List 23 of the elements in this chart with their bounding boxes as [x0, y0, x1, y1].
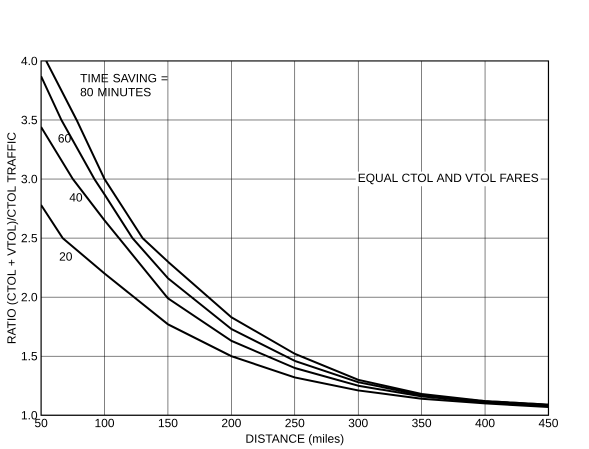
series-label: 40: [70, 193, 82, 202]
series-label: 60: [58, 134, 71, 142]
x-tick-label: 450: [538, 418, 558, 428]
x-tick-label: 300: [348, 418, 368, 428]
y-tick-label: 2.0: [22, 292, 38, 302]
y-tick-label: 3.0: [21, 174, 38, 184]
y-tick-label: 1.0: [22, 410, 38, 420]
series-label: TIME SAVING = 80 MINUTES: [80, 74, 168, 96]
x-axis-title: DISTANCE (miles): [246, 434, 344, 446]
x-tick-label: 200: [222, 418, 241, 428]
annotation: EQUAL CTOL AND VTOL FARES: [358, 173, 538, 184]
y-tick-label: 4.0: [21, 56, 38, 66]
y-tick-label: 2.5: [22, 234, 38, 242]
x-tick-label: 400: [475, 418, 495, 428]
y-axis-title: RATIO (CTOL + VTOL)/CTOL TRAFFIC: [6, 132, 18, 343]
x-tick-label: 150: [158, 418, 178, 428]
x-tick-label: 100: [95, 418, 114, 428]
series-label: 20: [60, 252, 72, 261]
x-tick-label: 250: [285, 418, 304, 428]
x-tick-label: 50: [34, 418, 48, 428]
y-tick-label: 1.5: [22, 352, 38, 360]
x-tick-label: 350: [412, 418, 432, 428]
y-tick-label: 3.5: [21, 116, 38, 124]
